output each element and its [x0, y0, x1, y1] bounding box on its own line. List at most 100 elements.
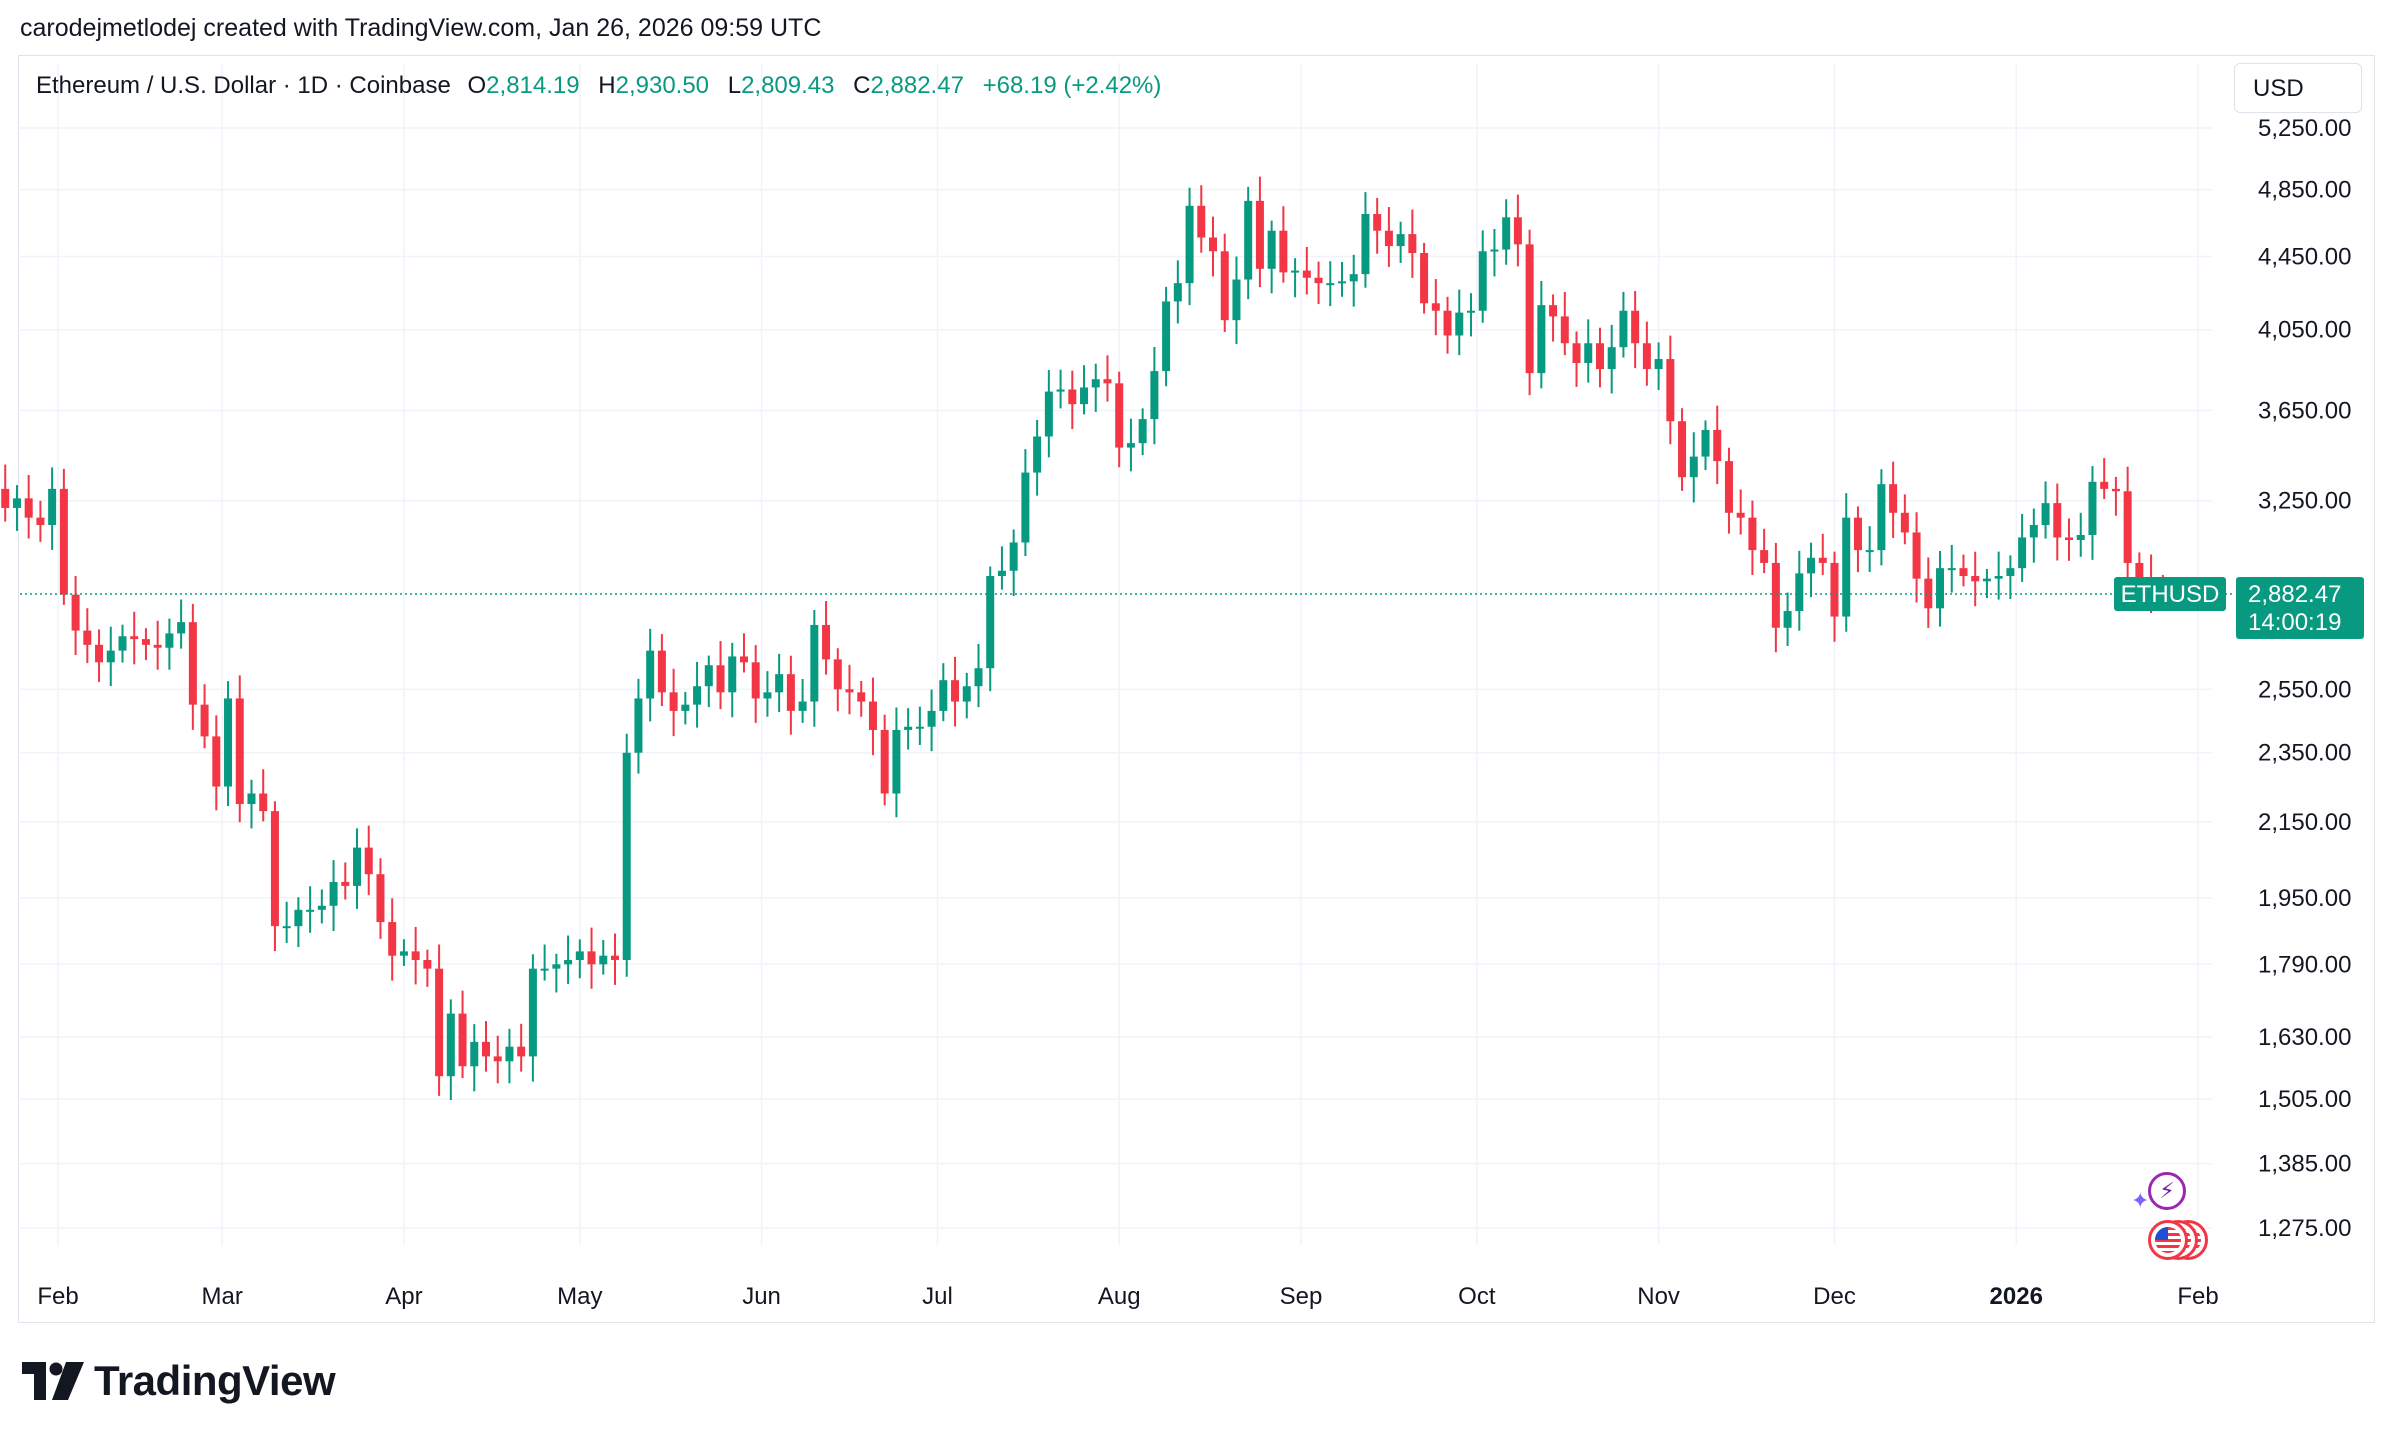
candle-body	[1619, 310, 1628, 348]
candle-body	[1009, 542, 1018, 571]
candle-body	[1232, 279, 1241, 321]
candle-body	[868, 701, 877, 730]
close-label: C	[853, 72, 871, 99]
candle-body	[669, 692, 678, 711]
candle-body	[224, 698, 233, 787]
candle-body	[341, 881, 350, 886]
candle-body	[2123, 491, 2132, 563]
tradingview-logo-icon	[22, 1362, 84, 1400]
candle-body	[118, 636, 127, 651]
candle-body	[1138, 419, 1147, 444]
candle-body	[939, 680, 948, 711]
candle-body	[95, 644, 104, 663]
candle-body	[517, 1046, 526, 1057]
candle-body	[763, 692, 772, 699]
candle-body	[1267, 230, 1276, 269]
price-tick-label: 3,650.00	[2258, 398, 2351, 425]
candle-body	[153, 644, 162, 648]
time-tick-label: Mar	[201, 1283, 242, 1310]
candle-body	[493, 1056, 502, 1062]
candle-body	[1502, 217, 1511, 250]
candle-body	[528, 968, 537, 1057]
candle-body	[904, 726, 913, 730]
chart-frame[interactable]	[18, 55, 2375, 1323]
candle-body	[974, 668, 983, 687]
candle-body	[1842, 517, 1851, 617]
candle-body	[200, 704, 209, 737]
price-tick-label: 2,150.00	[2258, 809, 2351, 836]
time-axis: Feb Mar Apr May Jun Jul Aug Sep Oct Nov Dec 2026 Feb	[37, 1283, 2218, 1310]
candle-body	[646, 650, 655, 699]
candle-body	[282, 926, 291, 929]
candle-body	[1255, 200, 1264, 269]
candle-body	[458, 1013, 467, 1067]
bolt-icon[interactable]: ⚡	[2148, 1172, 2186, 1210]
brand-name: TradingView	[94, 1357, 336, 1404]
tradingview-logo[interactable]: TradingView	[22, 1357, 336, 1405]
candle-body	[2053, 503, 2062, 538]
attribution-text: carodejmetlodej created with TradingView…	[20, 14, 822, 42]
candle-body	[587, 951, 596, 965]
currency-selector[interactable]: USD	[2234, 63, 2362, 113]
candle-body	[1572, 343, 1581, 364]
candle-body	[1607, 347, 1616, 370]
price-tick-label: 4,450.00	[2258, 243, 2351, 270]
candle-body	[1537, 305, 1546, 374]
us-flag-icon[interactable]	[2148, 1220, 2188, 1260]
candle-body	[2100, 481, 2109, 489]
time-tick-label: Aug	[1098, 1283, 1141, 1310]
candle-body	[177, 622, 186, 634]
candle-body	[962, 686, 971, 702]
high-label: H	[598, 72, 616, 99]
price-tick-label: 4,050.00	[2258, 317, 2351, 344]
candle-body	[1173, 283, 1182, 302]
candle-body	[1443, 310, 1452, 336]
candle-body	[1654, 359, 1663, 370]
candle-body	[141, 639, 150, 645]
candle-body	[2006, 568, 2015, 577]
candle-body	[505, 1046, 514, 1062]
price-tick-label: 1,505.00	[2258, 1086, 2351, 1113]
candle-body	[1021, 472, 1030, 543]
price-tick-label: 1,385.00	[2258, 1151, 2351, 1178]
low-value: 2,809.43	[741, 72, 835, 99]
candle-body	[165, 633, 174, 648]
symbol-description[interactable]: Ethereum / U.S. Dollar · 1D · Coinbase	[36, 72, 451, 99]
candle-body	[482, 1041, 490, 1057]
candle-body	[48, 488, 57, 526]
time-tick-label: May	[557, 1283, 602, 1310]
candlestick-series	[1, 176, 2167, 1100]
candle-body	[388, 922, 397, 956]
candle-body	[540, 968, 549, 971]
candle-body	[1924, 578, 1933, 609]
candle-body	[36, 517, 45, 526]
candle-body	[1455, 312, 1464, 336]
candle-body	[1748, 517, 1757, 551]
candle-body	[1642, 343, 1651, 370]
candle-body	[2041, 503, 2050, 526]
candle-body	[1291, 270, 1300, 273]
price-tick-label: 1,630.00	[2258, 1024, 2351, 1051]
candle-body	[364, 847, 373, 875]
candle-body	[1349, 274, 1358, 282]
candle-body	[1068, 389, 1077, 405]
candle-body	[1818, 557, 1827, 563]
candle-body	[857, 692, 866, 702]
price-tick-label: 2,550.00	[2258, 676, 2351, 703]
open-value: 2,814.19	[486, 72, 580, 99]
candle-body	[1513, 217, 1522, 245]
candle-body	[12, 498, 21, 508]
candle-body	[353, 847, 362, 886]
candle-body	[634, 698, 643, 753]
price-tick-label: 4,850.00	[2258, 177, 2351, 204]
candle-body	[1549, 305, 1558, 317]
candle-body	[235, 698, 244, 805]
candle-body	[1091, 379, 1100, 388]
candle-body	[1971, 576, 1980, 582]
time-tick-label: 2026	[1990, 1283, 2043, 1310]
candle-body	[1595, 343, 1604, 370]
candle-body	[1713, 429, 1722, 462]
candle-body	[1877, 484, 1886, 551]
price-tag-countdown: 14:00:19	[2248, 609, 2341, 636]
